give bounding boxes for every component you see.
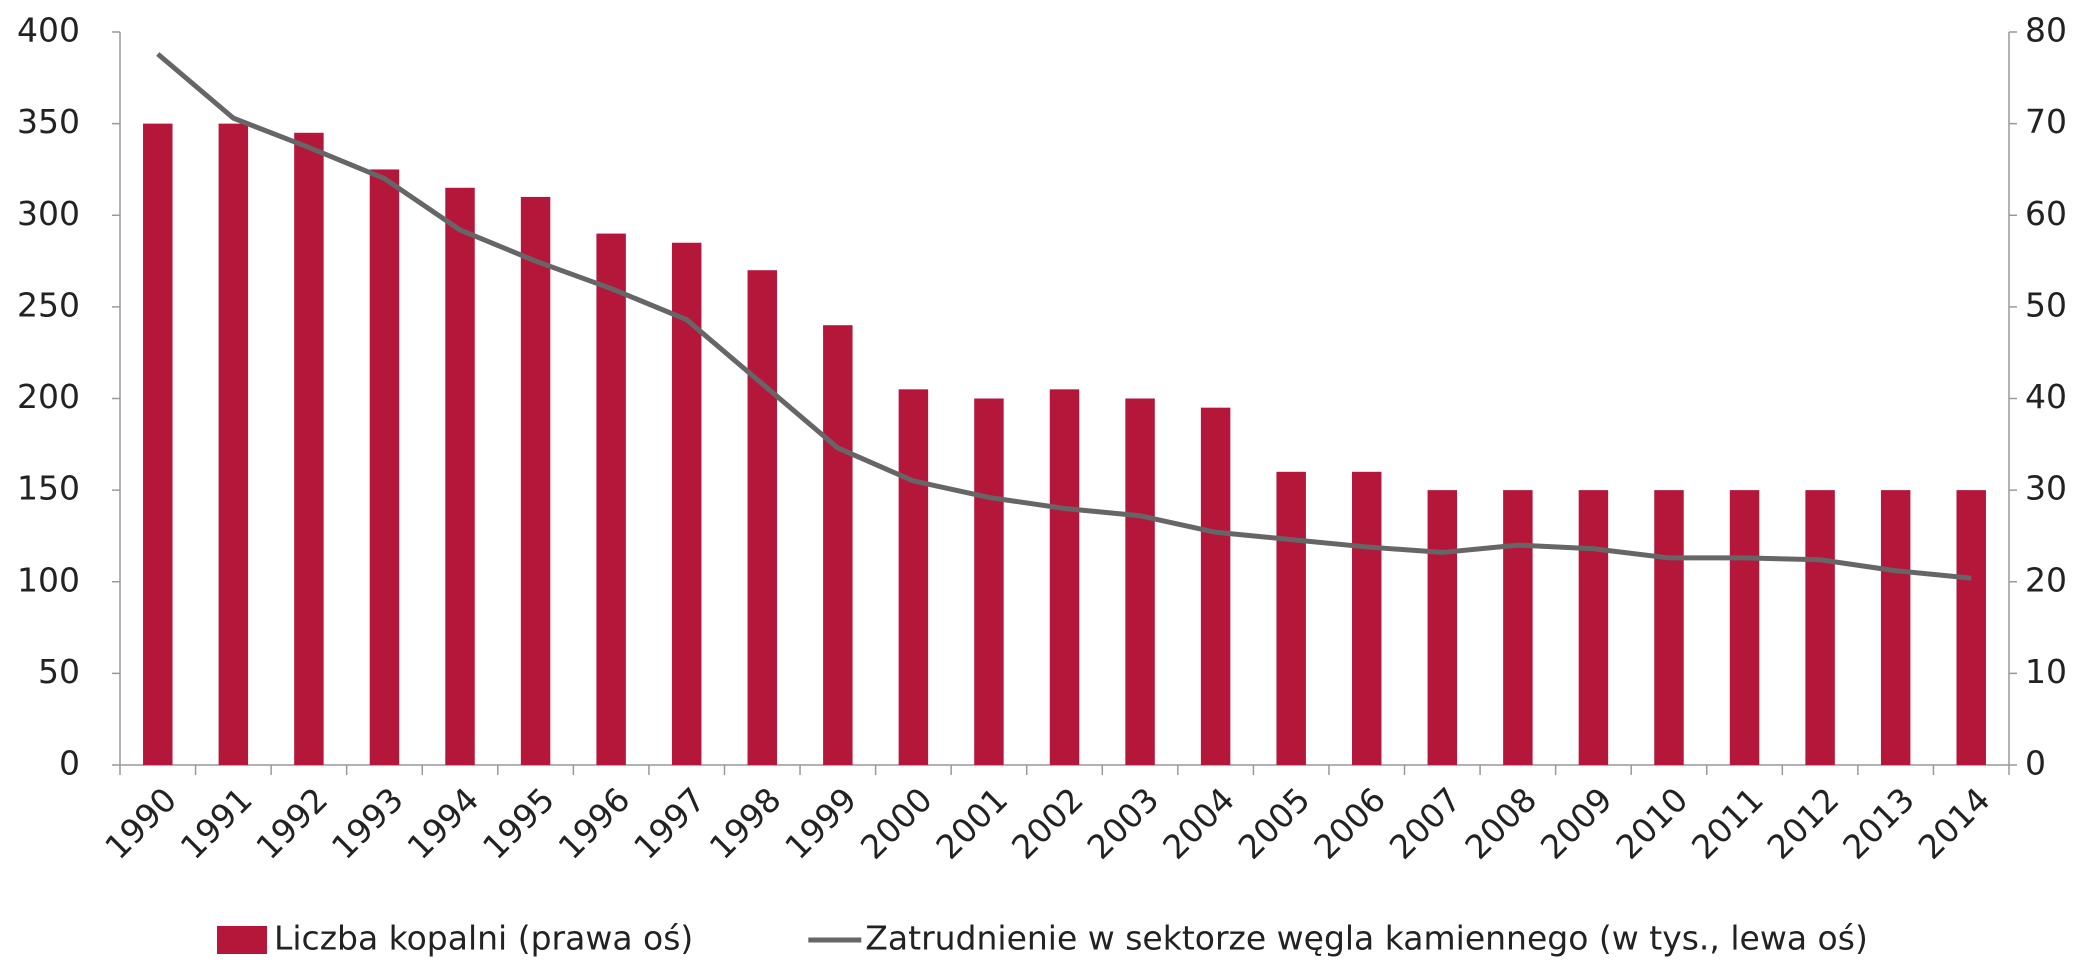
- x-tick-label: 1991: [173, 780, 260, 867]
- x-tick-label: 1996: [551, 780, 638, 867]
- x-tick-label: 1994: [399, 780, 486, 867]
- x-tick-label: 2014: [1911, 780, 1998, 867]
- y2-tick-label: 50: [2025, 285, 2067, 324]
- y-tick-label: 100: [17, 560, 80, 599]
- y-tick-label: 150: [17, 469, 80, 508]
- x-tick-label: 1999: [777, 780, 864, 867]
- bar: [1276, 471, 1306, 765]
- y2-tick-label: 20: [2025, 560, 2067, 599]
- x-tick-label: 2008: [1457, 780, 1544, 867]
- bar: [898, 389, 929, 765]
- x-tick-label: 2007: [1382, 780, 1469, 867]
- x-tick-label: 1997: [626, 780, 713, 867]
- x-tick-label: 2009: [1533, 780, 1620, 867]
- y2-tick-label: 0: [2025, 744, 2046, 783]
- x-tick-label: 1993: [324, 780, 411, 867]
- legend-label: Zatrudnienie w sektorze węgla kamiennego…: [865, 919, 1868, 958]
- bar: [1729, 490, 1760, 765]
- bar: [369, 169, 400, 765]
- bar: [1427, 490, 1458, 765]
- y2-tick-label: 40: [2025, 377, 2067, 416]
- x-tick-label: 2004: [1155, 780, 1242, 867]
- x-tick-label: 2005: [1231, 780, 1318, 867]
- y2-tick-label: 10: [2025, 652, 2067, 691]
- x-tick-label: 2006: [1306, 780, 1393, 867]
- bar: [974, 398, 1004, 765]
- bar: [1880, 490, 1911, 765]
- x-tick-label: 2013: [1835, 780, 1922, 867]
- bar: [445, 187, 475, 765]
- y2-tick-label: 60: [2025, 194, 2067, 233]
- bar: [1654, 490, 1684, 765]
- bar: [1503, 490, 1533, 765]
- bar: [596, 233, 626, 765]
- x-tick-label: 1992: [248, 780, 335, 867]
- bar: [1049, 389, 1080, 765]
- x-tick-label: 2000: [853, 780, 940, 867]
- y-tick-label: 200: [17, 377, 80, 416]
- y2-tick-label: 30: [2025, 469, 2067, 508]
- bar: [747, 270, 777, 765]
- bar: [294, 132, 324, 766]
- bar: [143, 123, 173, 765]
- y-tick-label: 0: [59, 744, 80, 783]
- y2-tick-label: 80: [2025, 11, 2067, 50]
- x-tick-label: 2010: [1608, 780, 1695, 867]
- bar: [1200, 407, 1231, 765]
- x-tick-label: 2011: [1684, 780, 1771, 867]
- bar: [1805, 490, 1835, 765]
- line: [156, 52, 1972, 581]
- bar: [1578, 490, 1609, 765]
- x-tick-label: 1990: [97, 780, 184, 867]
- legend-label: Liczba kopalni (prawa oś): [274, 919, 693, 958]
- y2-tick-label: 70: [2025, 102, 2067, 141]
- x-tick-label: 2012: [1760, 780, 1847, 867]
- bar: [823, 325, 853, 765]
- bar: [1352, 471, 1382, 765]
- y-tick-label: 400: [17, 11, 80, 50]
- bar: [1956, 490, 1986, 765]
- y-tick-label: 350: [17, 102, 80, 141]
- y-tick-label: 50: [38, 652, 80, 691]
- x-tick-label: 2003: [1079, 780, 1166, 867]
- x-tick-label: 1995: [475, 780, 562, 867]
- x-tick-label: 2002: [1004, 780, 1091, 867]
- x-tick-label: 2001: [928, 780, 1015, 867]
- x-tick-label: 1998: [702, 780, 789, 867]
- y-tick-label: 300: [17, 194, 80, 233]
- bar: [520, 196, 551, 766]
- bar: [1125, 398, 1155, 765]
- bar: [218, 123, 249, 765]
- legend-swatch: [217, 926, 267, 954]
- y-tick-label: 250: [17, 285, 80, 324]
